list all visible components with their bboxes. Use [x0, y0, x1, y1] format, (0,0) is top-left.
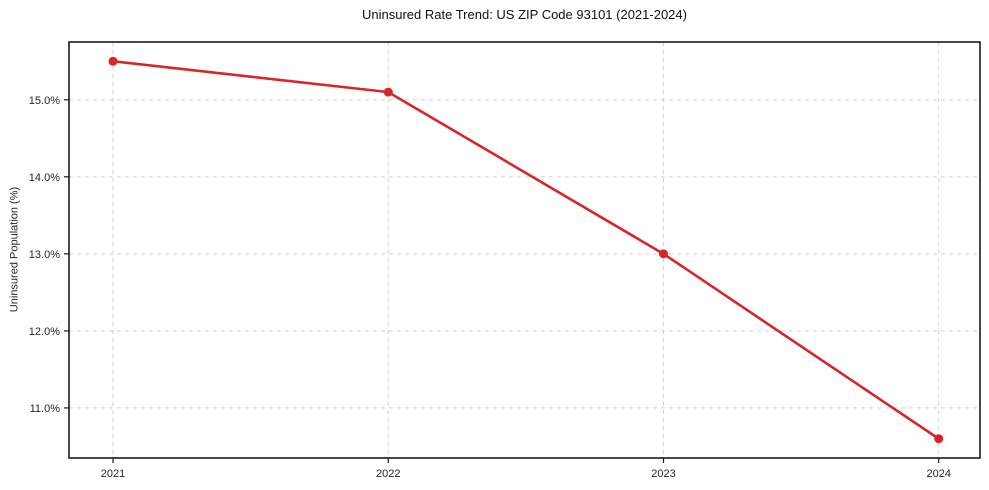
- data-point-2024: [934, 434, 944, 444]
- x-tick-label: 2024: [926, 468, 950, 480]
- y-tick-label: 14.0%: [29, 172, 60, 184]
- x-tick-label: 2022: [376, 468, 400, 480]
- y-tick-label: 15.0%: [29, 95, 60, 107]
- y-tick-label: 12.0%: [29, 326, 60, 338]
- y-tick-label: 13.0%: [29, 249, 60, 261]
- plot-border: [68, 41, 981, 459]
- x-tick-label: 2021: [101, 468, 125, 480]
- data-point-2022: [383, 87, 393, 97]
- trend-line: [111, 59, 941, 441]
- data-point-2021: [108, 56, 118, 66]
- x-tick-label: 2023: [651, 468, 675, 480]
- data-point-2023: [658, 249, 668, 259]
- chart-title: Uninsured Rate Trend: US ZIP Code 93101 …: [362, 7, 687, 22]
- y-tick-label: 11.0%: [30, 403, 61, 415]
